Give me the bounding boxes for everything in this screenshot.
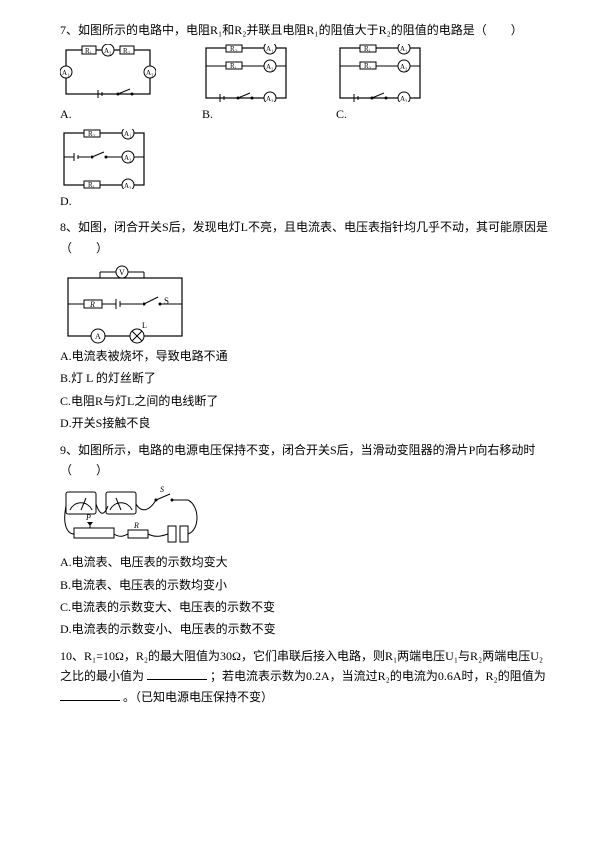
q7-optD-label: D. [60,191,72,211]
q7-option-a: R₁ A₂ R₂ A₁ A₃ [60,44,156,124]
circuit-q9-icon: S P R [60,486,210,550]
svg-text:R₁: R₁ [85,47,92,55]
svg-text:R: R [89,300,95,309]
q8-stem: 8、如图，闭合开关S后，发现电灯L不亮，且电流表、电压表指针均几乎不动，其可能原… [60,217,555,258]
q7-option-b: R₂ A₁ R₁ A₂ [202,44,290,124]
q7-optA-label: A. [60,104,72,124]
svg-text:A₂: A₂ [104,47,112,55]
svg-text:A₃: A₃ [266,95,274,102]
q9-optB: B.电流表、电压表的示数均变小 [60,575,555,595]
svg-text:R₁: R₁ [230,62,237,70]
svg-text:A₁: A₁ [124,130,132,138]
circuit-a-icon: R₁ A₂ R₂ A₁ A₃ [60,44,156,102]
q7-options-row-2: R₂ A₁ A₂ [60,129,555,211]
q8-optD: D.开关S接触不良 [60,413,555,433]
q7-option-d: R₂ A₁ A₂ [60,129,148,211]
q9-figure: S P R [60,486,555,550]
svg-text:A₁: A₁ [62,69,70,77]
svg-text:A₂: A₂ [400,63,408,71]
svg-text:A₃: A₃ [124,182,132,189]
svg-text:L: L [142,321,147,330]
svg-text:A₂: A₂ [124,154,132,162]
q9-optD: D.电流表的示数变小、电压表的示数不变 [60,619,555,639]
q9-optA: A.电流表、电压表的示数均变大 [60,552,555,572]
q8-optC: C.电阻R与灯L之间的电线断了 [60,391,555,411]
q7-stem: 7、如图所示的电路中，电阻R₁和R₂并联且电阻R₁的阻值大于R₂的阻值的电路是（… [60,20,555,40]
circuit-c-icon: R₁ A₁ R₂ A₂ [336,44,424,102]
q9-optC: C.电流表的示数变大、电压表的示数不变 [60,597,555,617]
question-8: 8、如图，闭合开关S后，发现电灯L不亮，且电流表、电压表指针均几乎不动，其可能原… [60,217,555,433]
svg-text:A₁: A₁ [266,45,274,53]
svg-text:P: P [85,513,91,522]
q10-blank-1 [147,667,207,680]
q8-optB: B.灯 L 的灯丝断了 [60,368,555,388]
svg-text:R₁: R₁ [88,181,95,189]
q10-stem-2: ；若电流表示数为0.2A，当流过R₂的电流为0.6A时，R₂的阻值为 [210,669,546,683]
svg-text:R: R [133,521,139,530]
q7-optC-label: C. [336,104,347,124]
question-10: 10、R₁=10Ω，R₂的最大阻值为30Ω，它们串联后接入电路，则R₁两端电压U… [60,646,555,707]
q7-option-c: R₁ A₁ R₂ A₂ [336,44,424,124]
svg-text:R₂: R₂ [230,45,238,53]
q9-stem: 9、如图所示，电路的电源电压保持不变，闭合开关S后，当滑动变阻器的滑片P向右移动… [60,440,555,481]
svg-text:R₁: R₁ [364,45,371,53]
q7-options-row-1: R₁ A₂ R₂ A₁ A₃ [60,44,555,124]
svg-text:R₂: R₂ [364,62,372,70]
svg-text:V: V [119,268,125,277]
svg-text:S: S [160,486,164,494]
q10-blank-2 [60,688,120,701]
q7-optB-label: B. [202,104,213,124]
svg-text:A₃: A₃ [146,69,154,77]
svg-text:R₂: R₂ [123,47,131,55]
svg-text:A₁: A₁ [400,45,408,53]
circuit-q8-icon: V R S A [60,264,190,344]
svg-text:A₃: A₃ [400,95,408,102]
svg-text:A₂: A₂ [266,63,274,71]
q10-stem-3: 。（已知电源电压保持不变） [123,690,273,704]
circuit-d-icon: R₂ A₁ A₂ [60,129,148,189]
q8-figure: V R S A [60,264,555,344]
question-9: 9、如图所示，电路的电源电压保持不变，闭合开关S后，当滑动变阻器的滑片P向右移动… [60,440,555,640]
question-7: 7、如图所示的电路中，电阻R₁和R₂并联且电阻R₁的阻值大于R₂的阻值的电路是（… [60,20,555,211]
svg-text:R₂: R₂ [88,130,96,138]
svg-text:A: A [95,332,101,341]
circuit-b-icon: R₂ A₁ R₁ A₂ [202,44,290,102]
q8-optA: A.电流表被烧坏，导致电路不通 [60,346,555,366]
